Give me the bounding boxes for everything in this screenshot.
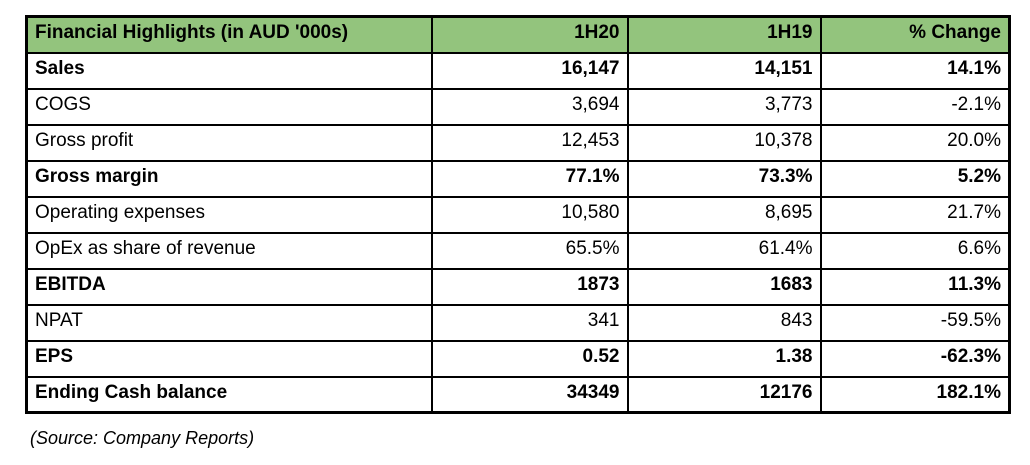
row-label: OpEx as share of revenue: [25, 231, 433, 270]
value-1h19: 8,695: [626, 195, 822, 234]
table-row: Gross profit 12,453 10,378 20.0%: [25, 123, 1011, 162]
row-label: EPS: [25, 339, 433, 378]
row-label: Gross margin: [25, 159, 433, 198]
value-1h20: 1873: [430, 267, 629, 306]
table-header-1h20: 1H20: [430, 15, 629, 54]
row-label: Operating expenses: [25, 195, 433, 234]
value-1h20: 16,147: [430, 51, 629, 90]
value-1h20: 341: [430, 303, 629, 342]
value-1h20: 3,694: [430, 87, 629, 126]
table-row: Ending Cash balance 34349 12176 182.1%: [25, 375, 1011, 414]
table-header-change: % Change: [819, 15, 1011, 54]
row-label: Gross profit: [25, 123, 433, 162]
value-1h19: 843: [626, 303, 822, 342]
value-change: 21.7%: [819, 195, 1011, 234]
value-1h19: 1683: [626, 267, 822, 306]
value-1h20: 65.5%: [430, 231, 629, 270]
value-change: 20.0%: [819, 123, 1011, 162]
table-header: Financial Highlights (in AUD '000s) 1H20…: [25, 15, 1011, 54]
value-1h20: 0.52: [430, 339, 629, 378]
value-1h19: 10,378: [626, 123, 822, 162]
table-body: Sales 16,147 14,151 14.1% COGS 3,694 3,773 -2.1…: [25, 51, 1011, 414]
value-1h20: 12,453: [430, 123, 629, 162]
value-1h19: 61.4%: [626, 231, 822, 270]
value-1h20: 10,580: [430, 195, 629, 234]
value-1h20: 34349: [430, 375, 629, 414]
value-change: 14.1%: [819, 51, 1011, 90]
row-label: COGS: [25, 87, 433, 126]
row-label: Sales: [25, 51, 433, 90]
table-row: OpEx as share of revenue 65.5% 61.4% 6.6%: [25, 231, 1011, 270]
table-row: Gross margin 77.1% 73.3% 5.2%: [25, 159, 1011, 198]
table-header-1h19: 1H19: [626, 15, 822, 54]
value-change: 182.1%: [819, 375, 1011, 414]
financial-highlights-table: Financial Highlights (in AUD '000s) 1H20…: [25, 15, 1011, 414]
table-row: COGS 3,694 3,773 -2.1%: [25, 87, 1011, 126]
table-row: Sales 16,147 14,151 14.1%: [25, 51, 1011, 90]
row-label: EBITDA: [25, 267, 433, 306]
table-header-title: Financial Highlights (in AUD '000s): [25, 15, 433, 54]
value-change: -62.3%: [819, 339, 1011, 378]
value-1h20: 77.1%: [430, 159, 629, 198]
value-1h19: 12176: [626, 375, 822, 414]
table-row: EBITDA 1873 1683 11.3%: [25, 267, 1011, 306]
value-1h19: 73.3%: [626, 159, 822, 198]
source-note: (Source: Company Reports): [30, 428, 255, 448]
table-row: Operating expenses 10,580 8,695 21.7%: [25, 195, 1011, 234]
value-1h19: 1.38: [626, 339, 822, 378]
table-header-row: Financial Highlights (in AUD '000s) 1H20…: [25, 15, 1011, 54]
value-change: 5.2%: [819, 159, 1011, 198]
value-change: -59.5%: [819, 303, 1011, 342]
row-label: NPAT: [25, 303, 433, 342]
row-label: Ending Cash balance: [25, 375, 433, 414]
table-row: NPAT 341 843 -59.5%: [25, 303, 1011, 342]
table-row: EPS 0.52 1.38 -62.3%: [25, 339, 1011, 378]
value-change: -2.1%: [819, 87, 1011, 126]
value-1h19: 3,773: [626, 87, 822, 126]
value-1h19: 14,151: [626, 51, 822, 90]
value-change: 11.3%: [819, 267, 1011, 306]
value-change: 6.6%: [819, 231, 1011, 270]
